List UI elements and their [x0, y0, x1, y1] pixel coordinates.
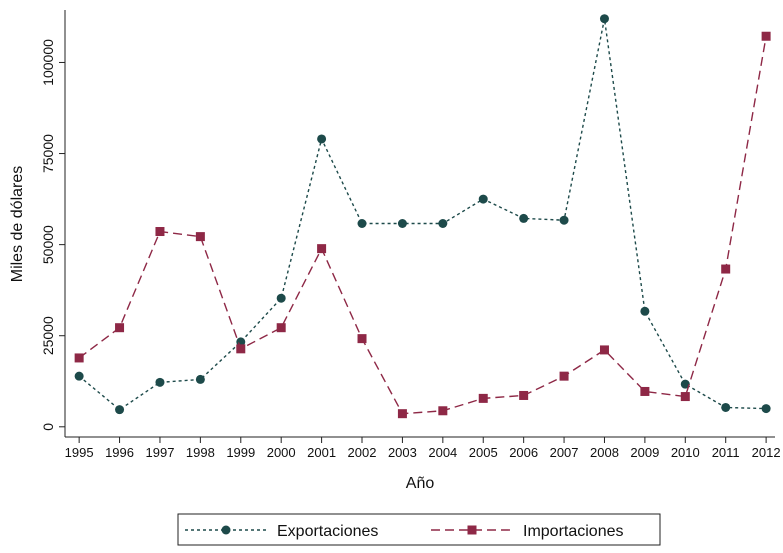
legend-label: Importaciones	[523, 523, 624, 540]
x-tick-label: 1995	[65, 445, 94, 460]
data-point	[317, 134, 327, 144]
data-point	[680, 379, 690, 389]
data-point	[640, 386, 650, 396]
x-tick-label: 2005	[469, 445, 498, 460]
data-point	[680, 392, 690, 402]
x-tick-label: 2001	[307, 445, 336, 460]
x-tick-label: 2010	[671, 445, 700, 460]
data-point	[721, 264, 731, 274]
data-point	[559, 371, 569, 381]
data-point	[317, 244, 327, 254]
y-tick-label: 25000	[40, 316, 56, 355]
legend-label: Exportaciones	[277, 523, 378, 540]
data-point	[761, 404, 771, 414]
x-tick-label: 1999	[226, 445, 255, 460]
data-point	[599, 14, 609, 24]
x-tick-label: 2000	[267, 445, 296, 460]
x-tick-label: 1998	[186, 445, 215, 460]
x-tick-label: 2009	[630, 445, 659, 460]
legend-marker	[467, 525, 477, 535]
y-tick-label: 50000	[40, 225, 56, 264]
data-point	[640, 306, 650, 316]
data-point	[195, 374, 205, 384]
data-point	[397, 219, 407, 228]
series-line	[78, 36, 767, 415]
legend-marker	[221, 525, 231, 535]
data-point	[357, 334, 367, 344]
data-point	[559, 215, 569, 225]
y-axis-title: Miles de dólares	[9, 166, 26, 283]
data-point	[276, 293, 286, 303]
data-point	[397, 409, 407, 419]
data-point	[236, 344, 246, 354]
data-point	[599, 345, 609, 355]
y-tick-label: 100000	[40, 39, 56, 86]
x-tick-label: 2006	[509, 445, 538, 460]
x-tick-label: 2012	[752, 445, 781, 460]
data-point	[519, 390, 529, 400]
data-point	[721, 402, 731, 412]
x-tick-label: 1996	[105, 445, 134, 460]
x-tick-label: 2008	[590, 445, 619, 460]
x-axis-title: Año	[406, 475, 435, 492]
x-tick-label: 2004	[428, 445, 457, 460]
x-tick-label: 2007	[550, 445, 579, 460]
x-tick-label: 2002	[348, 445, 377, 460]
data-point	[115, 323, 125, 333]
data-point	[74, 353, 84, 363]
data-point	[438, 219, 448, 228]
data-point	[155, 377, 165, 387]
x-tick-label: 2003	[388, 445, 417, 460]
x-tick-label: 2011	[712, 445, 740, 460]
x-tick-label: 1997	[146, 445, 175, 460]
data-point	[478, 393, 488, 403]
series-line	[78, 18, 767, 411]
data-point	[761, 31, 771, 41]
data-point	[74, 371, 84, 381]
data-point	[195, 232, 205, 242]
data-point	[276, 323, 286, 333]
data-point	[155, 227, 165, 237]
data-point	[519, 213, 529, 223]
legend-box	[177, 513, 661, 546]
y-tick-label: 75000	[40, 134, 56, 173]
data-point	[115, 405, 125, 415]
data-point	[478, 194, 488, 204]
data-point	[438, 406, 448, 416]
y-tick-label: 0	[40, 423, 56, 431]
data-point	[357, 219, 367, 228]
